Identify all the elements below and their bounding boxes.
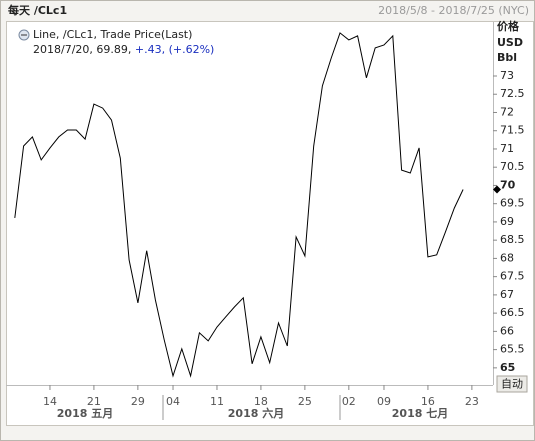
auto-button-label[interactable]: 自动 xyxy=(501,378,523,391)
last-price-marker xyxy=(493,185,501,194)
x-tick-label: 11 xyxy=(210,395,224,408)
y-tick-label: 71 xyxy=(500,142,514,155)
legend-label: Line, /CLc1, Trade Price(Last) xyxy=(33,28,192,41)
y-tick-label: 69 xyxy=(500,215,514,228)
auto-button[interactable] xyxy=(496,375,528,393)
x-tick-label: 09 xyxy=(377,395,391,408)
legend-info: 2018/7/20, 69.89, +.43, (+.62%) xyxy=(33,43,214,56)
y-tick-label: 65.5 xyxy=(500,343,525,356)
y-tick-label: 69.5 xyxy=(500,197,525,210)
y-tick-label: 68.5 xyxy=(500,233,525,246)
axis-unit: USD xyxy=(497,36,523,49)
axis-unit: 价格 xyxy=(497,19,520,33)
x-tick-label: 02 xyxy=(342,395,356,408)
x-tick-label: 04 xyxy=(166,395,180,408)
chart-title: 每天 /CLc1 xyxy=(8,3,67,17)
legend-last: 2018/7/20, 69.89, xyxy=(33,43,135,56)
y-tick-label: 67 xyxy=(500,288,514,301)
month-label: 2018 六月 xyxy=(228,406,284,420)
x-tick-label: 16 xyxy=(421,395,435,408)
legend-change: +.43, (+.62%) xyxy=(135,43,214,56)
y-tick-label: 66 xyxy=(500,324,514,337)
x-tick-label: 23 xyxy=(465,395,479,408)
x-tick-label: 18 xyxy=(254,395,268,408)
y-tick-label: 66.5 xyxy=(500,306,525,319)
y-tick-label: 73 xyxy=(500,69,514,82)
y-tick-label: 65 xyxy=(500,361,515,374)
y-tick-label: 72 xyxy=(500,105,514,118)
month-label: 2018 七月 xyxy=(392,406,448,420)
y-tick-label: 70 xyxy=(500,178,516,191)
price-line xyxy=(14,32,464,378)
y-tick-label: 68 xyxy=(500,251,514,264)
plot-area xyxy=(6,21,534,426)
y-tick-label: 71.5 xyxy=(500,124,525,137)
y-tick-label: 67.5 xyxy=(500,270,525,283)
month-label: 2018 五月 xyxy=(57,407,113,420)
date-range: 2018/5/8 - 2018/7/25 (NYC) xyxy=(378,4,529,17)
x-tick-label: 21 xyxy=(87,395,101,408)
x-tick-label: 25 xyxy=(298,395,312,408)
y-tick-label: 72.5 xyxy=(500,87,525,100)
y-tick-label: 70.5 xyxy=(500,160,525,173)
x-tick-label: 14 xyxy=(43,395,57,408)
x-tick-label: 29 xyxy=(131,395,145,408)
axis-unit: Bbl xyxy=(497,51,517,64)
